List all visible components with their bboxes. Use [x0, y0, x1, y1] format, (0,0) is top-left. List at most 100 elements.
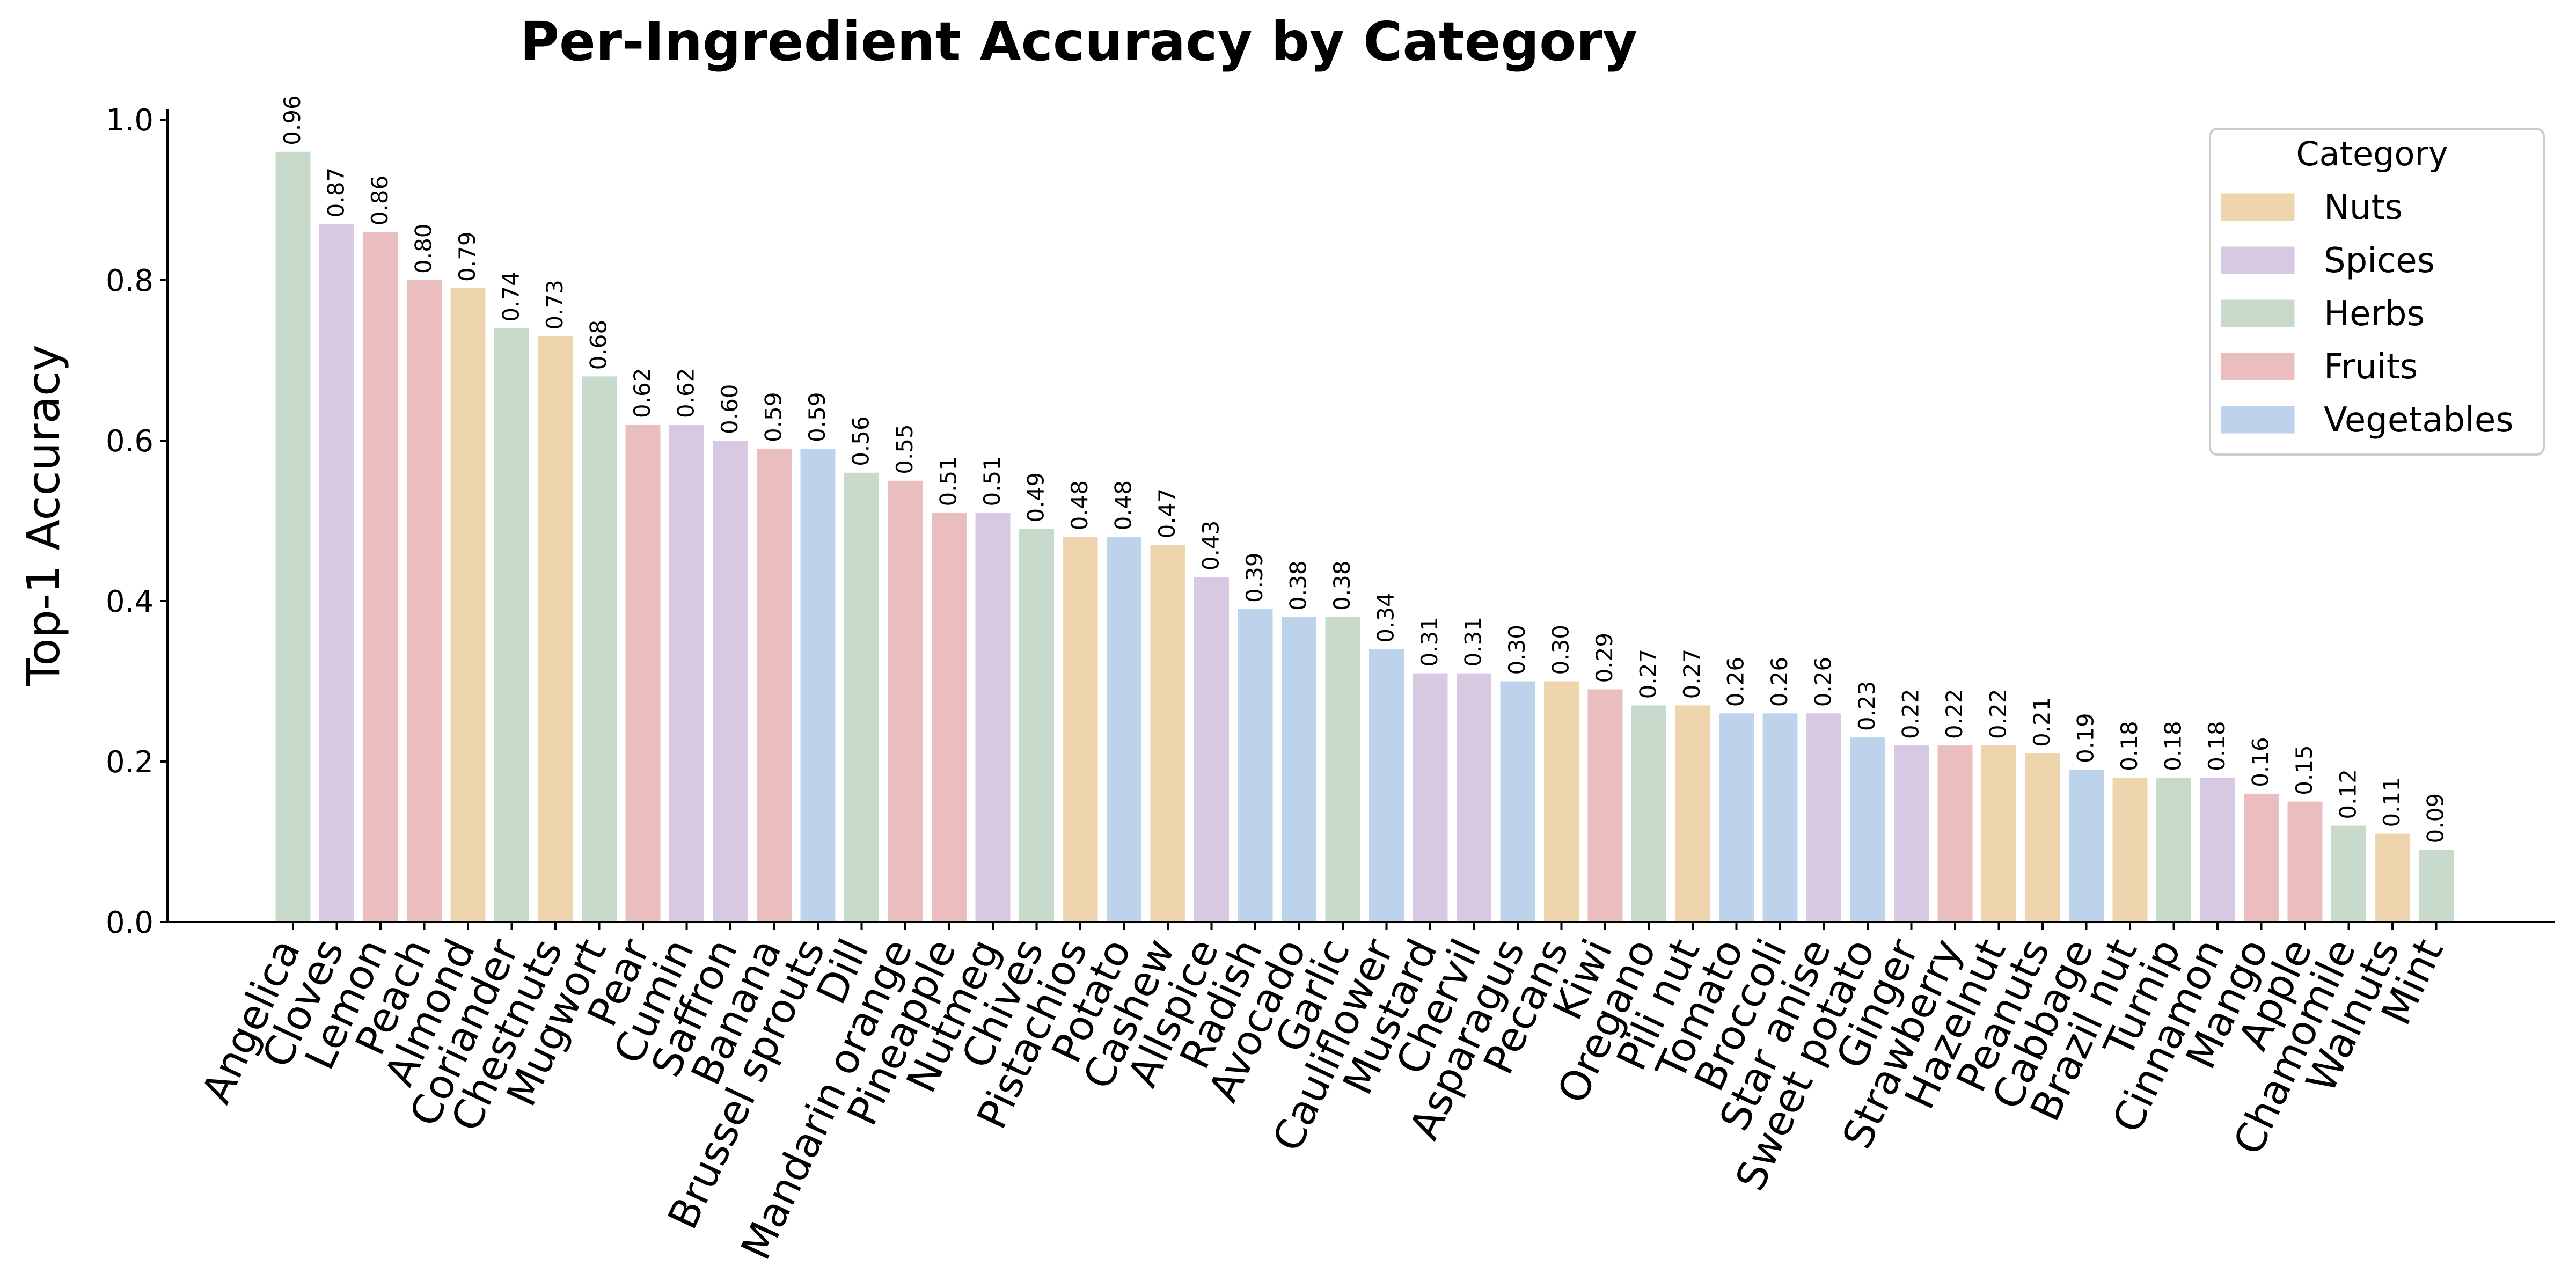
bar-value-label: 0.31: [1460, 617, 1487, 667]
bar: [450, 288, 486, 923]
bar-value-label: 0.55: [891, 424, 918, 474]
y-tick-label: 1.0: [106, 103, 153, 138]
bar-value-label: 0.62: [673, 368, 699, 419]
bar-value-label: 0.47: [1154, 488, 1180, 539]
bar: [2419, 850, 2454, 922]
legend-swatch: [2221, 246, 2295, 274]
bar: [2244, 793, 2279, 922]
bar-value-label: 0.22: [1941, 689, 1967, 740]
bar-value-label: 0.31: [1416, 617, 1443, 667]
bar-value-label: 0.56: [848, 416, 874, 466]
bar: [1063, 537, 1098, 922]
bar-value-label: 0.29: [1591, 633, 1618, 683]
bar-value-label: 0.38: [1285, 560, 1312, 611]
bar: [2375, 833, 2410, 922]
bar: [275, 151, 311, 922]
bar: [1150, 545, 1185, 922]
legend-title: Category: [2296, 134, 2448, 173]
x-axis: AngelicaClovesLemonPeachAlmondCorianderC…: [166, 921, 2555, 1267]
bar-value-label: 0.16: [2248, 737, 2274, 787]
bar: [1500, 681, 1535, 922]
y-axis: 0.0 0.2 0.4 0.6 0.8 1.0: [106, 103, 169, 940]
bar-value-label: 0.22: [1985, 689, 2011, 740]
bar: [1675, 705, 1710, 922]
bar: [975, 513, 1011, 922]
bar: [2069, 769, 2104, 922]
bar-value-label: 0.39: [1241, 552, 1268, 603]
bar-value-label: 0.34: [1373, 592, 1399, 643]
bar-value-label: 0.30: [1548, 625, 1574, 675]
bar: [1719, 713, 1754, 922]
bar: [407, 280, 442, 922]
legend-entry-label: Herbs: [2324, 294, 2425, 334]
bar-value-label: 0.26: [1810, 657, 1836, 707]
bar: [494, 328, 529, 923]
legend-swatch: [2221, 193, 2295, 221]
bar: [2025, 753, 2060, 922]
bar: [1587, 689, 1623, 922]
legend-swatch: [2221, 406, 2295, 434]
bar: [1413, 673, 1448, 922]
bar: [2200, 777, 2235, 922]
y-tick-label: 0.4: [106, 584, 153, 619]
bar-value-label: 0.30: [1504, 625, 1530, 675]
bar-value-label: 0.80: [411, 223, 437, 274]
bar-value-label: 0.26: [1766, 657, 1792, 707]
bar-value-label: 0.18: [2160, 721, 2186, 771]
legend-entry-label: Vegetables: [2324, 400, 2514, 440]
bar: [319, 224, 354, 923]
bar-value-label: 0.27: [1635, 649, 1662, 699]
y-axis-label: Top-1 Accuracy: [17, 345, 70, 686]
bar-value-label: 0.60: [716, 384, 743, 434]
bar: [1107, 537, 1141, 922]
bar-value-label: 0.79: [454, 231, 480, 282]
bar: [1369, 649, 1404, 922]
bar: [1325, 617, 1360, 922]
bar-value-label: 0.48: [1066, 480, 1093, 531]
bar: [2331, 825, 2366, 922]
y-tick-label: 0.6: [106, 424, 153, 459]
bar-value-label: 0.51: [935, 456, 962, 507]
legend-entry-label: Nuts: [2324, 188, 2403, 228]
bar-value-label: 0.26: [1723, 657, 1749, 707]
bar-value-label: 0.22: [1898, 689, 1924, 740]
bar: [713, 441, 748, 922]
y-tick-label: 0.2: [106, 745, 153, 780]
legend-swatch: [2221, 299, 2295, 327]
bar-value-label: 0.59: [804, 392, 830, 442]
bar-value-label: 0.73: [541, 280, 568, 330]
bar: [1937, 745, 1973, 922]
chart-title: Per-Ingredient Accuracy by Category: [520, 10, 1638, 73]
bar: [1194, 577, 1229, 922]
bar-value-label: 0.11: [2379, 777, 2405, 828]
bar: [1457, 673, 1491, 922]
bar-value-label: 0.74: [498, 272, 524, 322]
bar-value-label: 0.59: [760, 392, 787, 442]
bar: [1631, 705, 1666, 922]
bar-value-label: 0.49: [1023, 472, 1049, 523]
legend: Category Nuts Spices Herbs Fruits Vegetables: [2209, 128, 2545, 456]
legend-swatch: [2221, 353, 2295, 380]
bar-value-label: 0.48: [1110, 480, 1137, 531]
legend-entry-label: Spices: [2324, 241, 2435, 281]
bar: [1762, 713, 1798, 922]
bar: [1019, 529, 1054, 922]
legend-entry-label: Fruits: [2324, 347, 2418, 387]
bar-value-label: 0.62: [629, 368, 655, 419]
bar: [2112, 777, 2148, 922]
bar-value-label: 0.87: [323, 167, 349, 218]
y-tick-label: 0.0: [106, 905, 153, 940]
bar-value-label: 0.15: [2291, 745, 2317, 795]
bars-group: [275, 151, 2454, 923]
bar: [1238, 609, 1273, 922]
bar: [582, 376, 617, 922]
bar: [888, 480, 923, 922]
bar: [2287, 801, 2323, 922]
bar-value-label: 0.86: [367, 175, 393, 226]
bar-value-label: 0.96: [279, 95, 305, 145]
bar-value-label: 0.68: [586, 320, 612, 370]
bar-value-label: 0.18: [2116, 721, 2142, 771]
value-labels-group: 0.96 0.87 0.86 0.80 0.79 0.74 0.73 0.68 0.62 0.62…: [279, 95, 2449, 843]
bar: [844, 472, 879, 922]
